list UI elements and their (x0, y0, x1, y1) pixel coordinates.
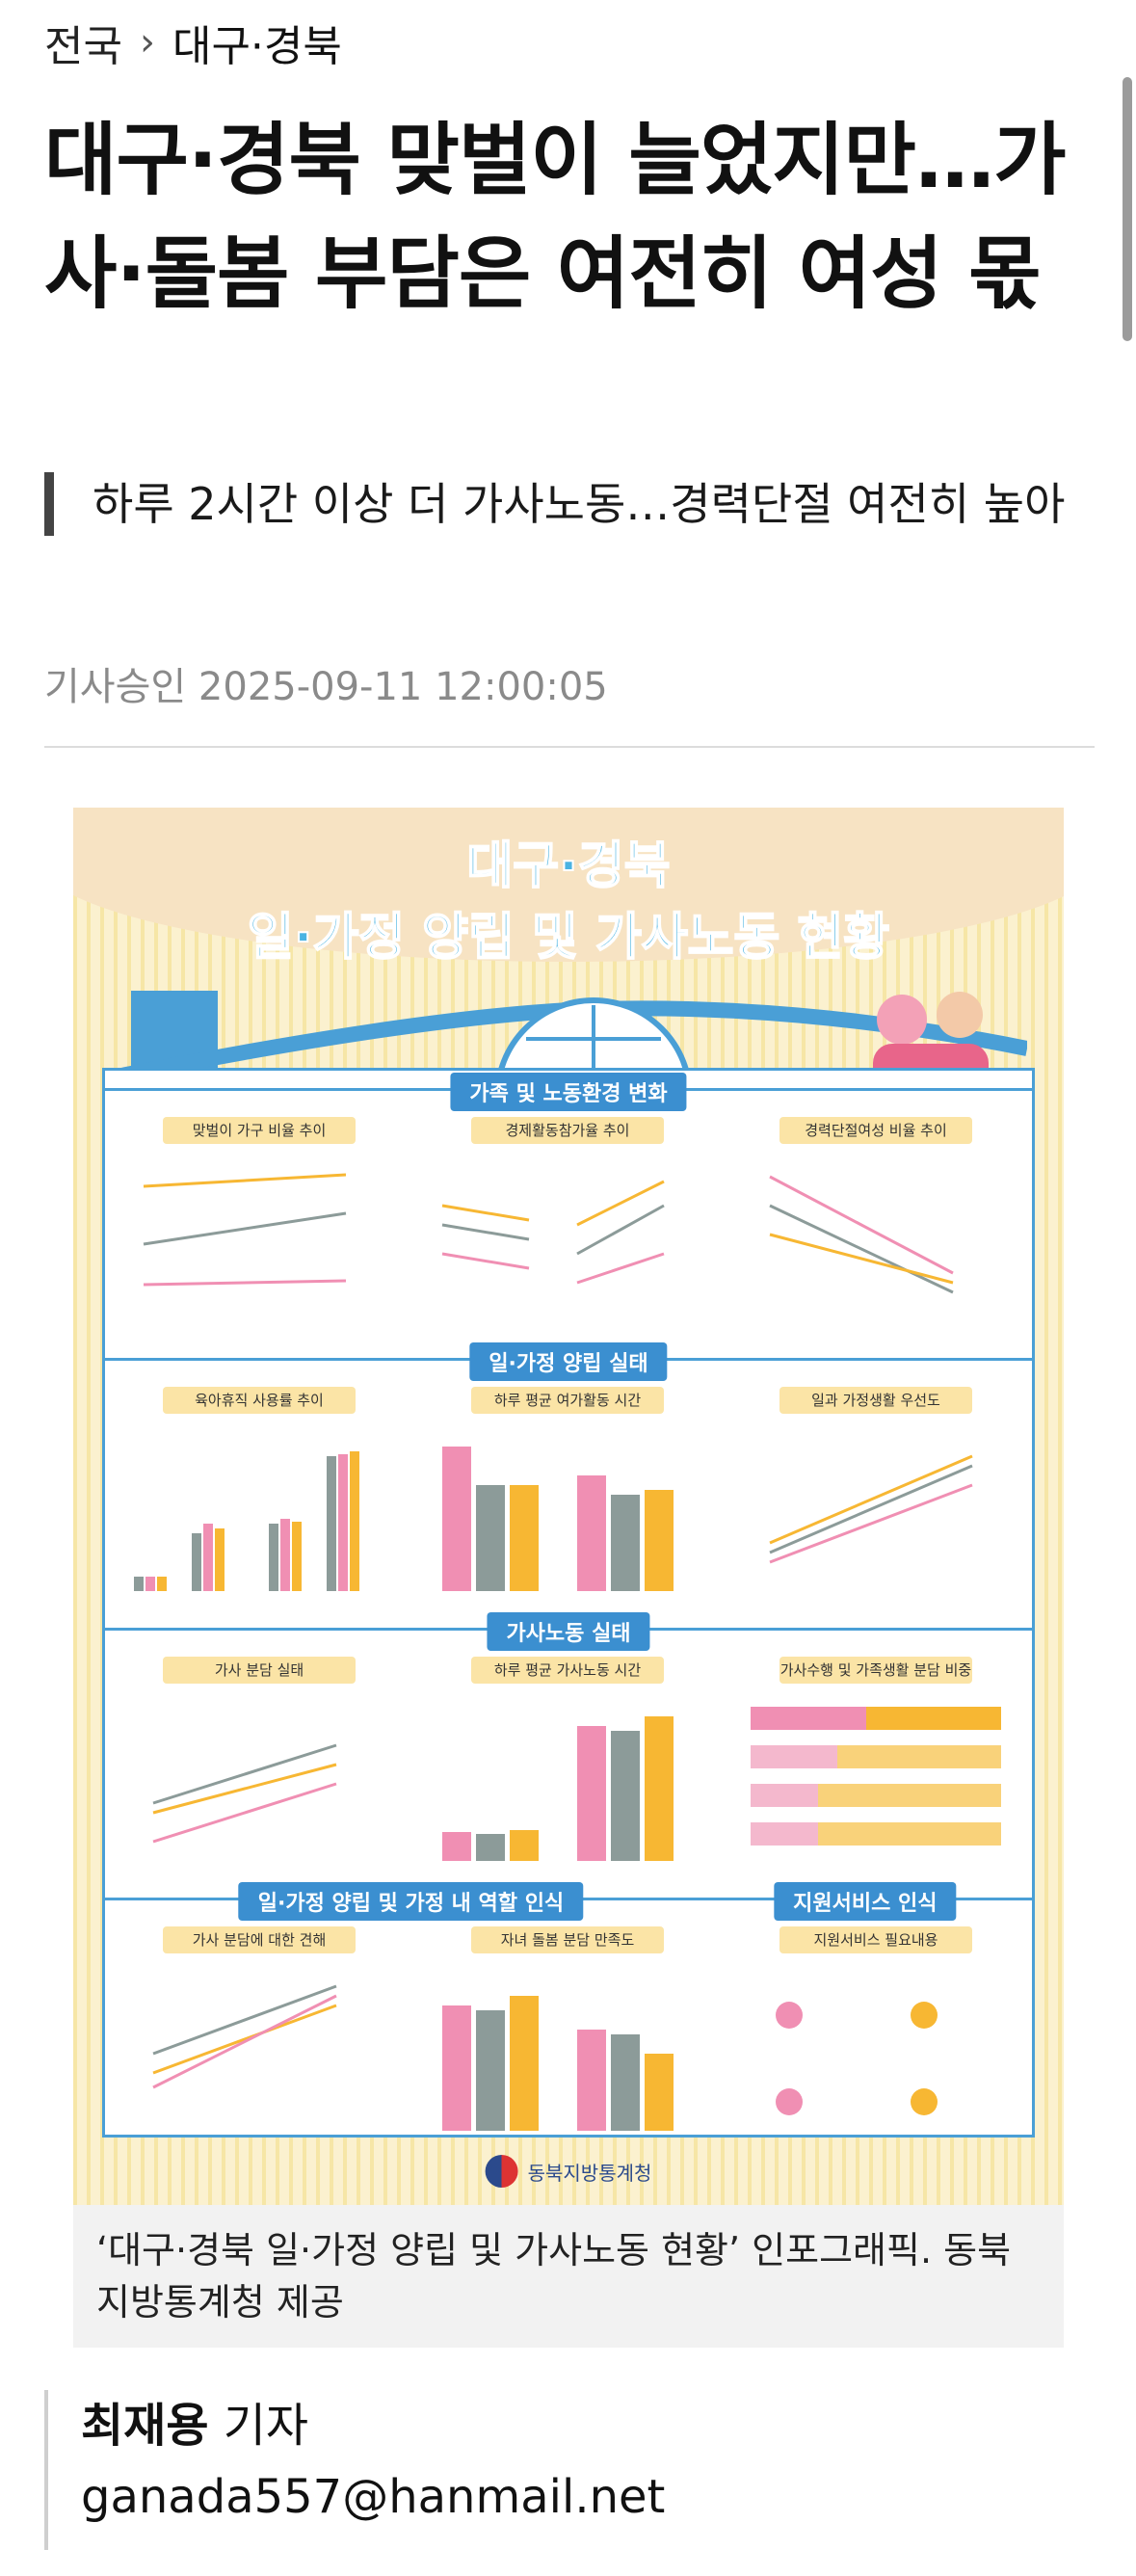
breadcrumb-root[interactable]: 전국 (44, 22, 122, 71)
bar-chart (442, 1996, 674, 2131)
logo-text: 동북지방통계청 (527, 2161, 652, 2185)
panel-title: 지원서비스 필요내용 (779, 1926, 972, 1953)
panel-childcare-satisfaction: 자녀 돌봄 분담 만족도 (423, 1919, 712, 2150)
article-headline: 대구·경북 맞벌이 늘었지만…가사·돌봄 부담은 여전히 여성 몫 (44, 115, 1067, 320)
panel-title: 육아휴직 사용률 추이 (163, 1387, 356, 1414)
infographic-cloud (73, 808, 1064, 962)
infographic-body: 가족 및 노동환경 변화 맞벌이 가구 비율 추이 경제활동참가율 추이 경력단… (102, 1068, 1035, 2138)
section-title-perception: 일·가정 양립 및 가정 내 역할 인식 (238, 1882, 584, 1921)
scrollbar[interactable] (1123, 77, 1132, 341)
panel-title: 하루 평균 여가활동 시간 (471, 1387, 664, 1414)
panel-parental-leave: 육아휴직 사용률 추이 (115, 1379, 404, 1610)
reporter-email[interactable]: ganada557@hanmail.net (81, 2470, 666, 2524)
panel-title: 맞벌이 가구 비율 추이 (163, 1117, 356, 1144)
panel-housework-opinion: 가사 분담에 대한 견해 (115, 1919, 404, 2150)
panel-support-needs: 지원서비스 필요내용 (731, 1919, 1020, 2150)
line-chart (769, 1454, 973, 1564)
section-title-family: 가족 및 노동환경 변화 (450, 1073, 687, 1111)
panel-housework-time: 하루 평균 가사노동 시간 (423, 1649, 712, 1880)
bar-chart (442, 1716, 674, 1861)
statistics-office-logo: 동북지방통계청 (485, 2155, 652, 2188)
bar-chart (442, 1447, 674, 1591)
stacked-bar-chart (751, 1707, 1001, 1846)
panel-role-share: 가사수행 및 가족생활 분담 비중 (731, 1649, 1020, 1880)
section-title-support: 지원서비스 인식 (774, 1882, 957, 1921)
published-date: 기사승인 2025-09-11 12:00:05 (44, 665, 608, 709)
icon-chart (776, 2002, 938, 2115)
panel-title: 경력단절여성 비율 추이 (779, 1117, 972, 1144)
line-chart (143, 1173, 347, 1287)
taegeuk-icon (485, 2155, 518, 2188)
panel-participation: 경제활동참가율 추이 (423, 1109, 712, 1341)
article-subheadline: 하루 2시간 이상 더 가사노동…경력단절 여전히 높아 (44, 472, 1085, 536)
line-chart (769, 1175, 954, 1294)
panel-title: 일과 가정생활 우선도 (779, 1387, 972, 1414)
infographic-title-line1: 대구·경북 (465, 837, 671, 896)
infographic-image[interactable]: 대구·경북 일·가정 양립 및 가사노동 현황 가족 및 노동환경 변화 맞벌이… (73, 808, 1064, 2205)
line-chart (152, 1743, 337, 1844)
panel-title: 하루 평균 가사노동 시간 (471, 1657, 664, 1684)
reporter-role: 기자 (223, 2399, 309, 2453)
breadcrumb-section[interactable]: 대구·경북 (172, 22, 342, 71)
image-caption: ‘대구·경북 일·가정 양립 및 가사노동 현황’ 인포그래픽. 동북지방통계청… (73, 2205, 1064, 2348)
bar-chart (134, 1451, 359, 1591)
section-title-housework: 가사노동 실태 (487, 1612, 650, 1651)
breadcrumb: 전국 › 대구·경북 (44, 13, 342, 71)
reporter-name: 최재용 기자 (81, 2390, 665, 2461)
line-chart (152, 1984, 337, 2089)
panel-housework-share: 가사 분담 실태 (115, 1649, 404, 1880)
reporter-name-text: 최재용 (81, 2399, 209, 2453)
line-chart (441, 1180, 665, 1285)
panel-career-break: 경력단절여성 비율 추이 (731, 1109, 1020, 1341)
panel-title: 경제활동참가율 추이 (471, 1117, 664, 1144)
chevron-right-icon: › (139, 20, 155, 65)
byline: 최재용 기자 ganada557@hanmail.net (44, 2390, 665, 2550)
panel-dual-income: 맞벌이 가구 비율 추이 (115, 1109, 404, 1341)
panel-leisure-time: 하루 평균 여가활동 시간 (423, 1379, 712, 1610)
section-title-balance: 일·가정 양립 실태 (469, 1342, 668, 1381)
infographic-title-line2: 일·가정 양립 및 가사노동 현황 (247, 908, 890, 968)
panel-title: 가사 분담 실태 (163, 1657, 356, 1684)
panel-priority: 일과 가정생활 우선도 (731, 1379, 1020, 1610)
panel-title: 가사 분담에 대한 견해 (163, 1926, 356, 1953)
panel-title: 가사수행 및 가족생활 분담 비중 (779, 1657, 972, 1684)
panel-title: 자녀 돌봄 분담 만족도 (471, 1926, 664, 1953)
divider (44, 746, 1095, 748)
